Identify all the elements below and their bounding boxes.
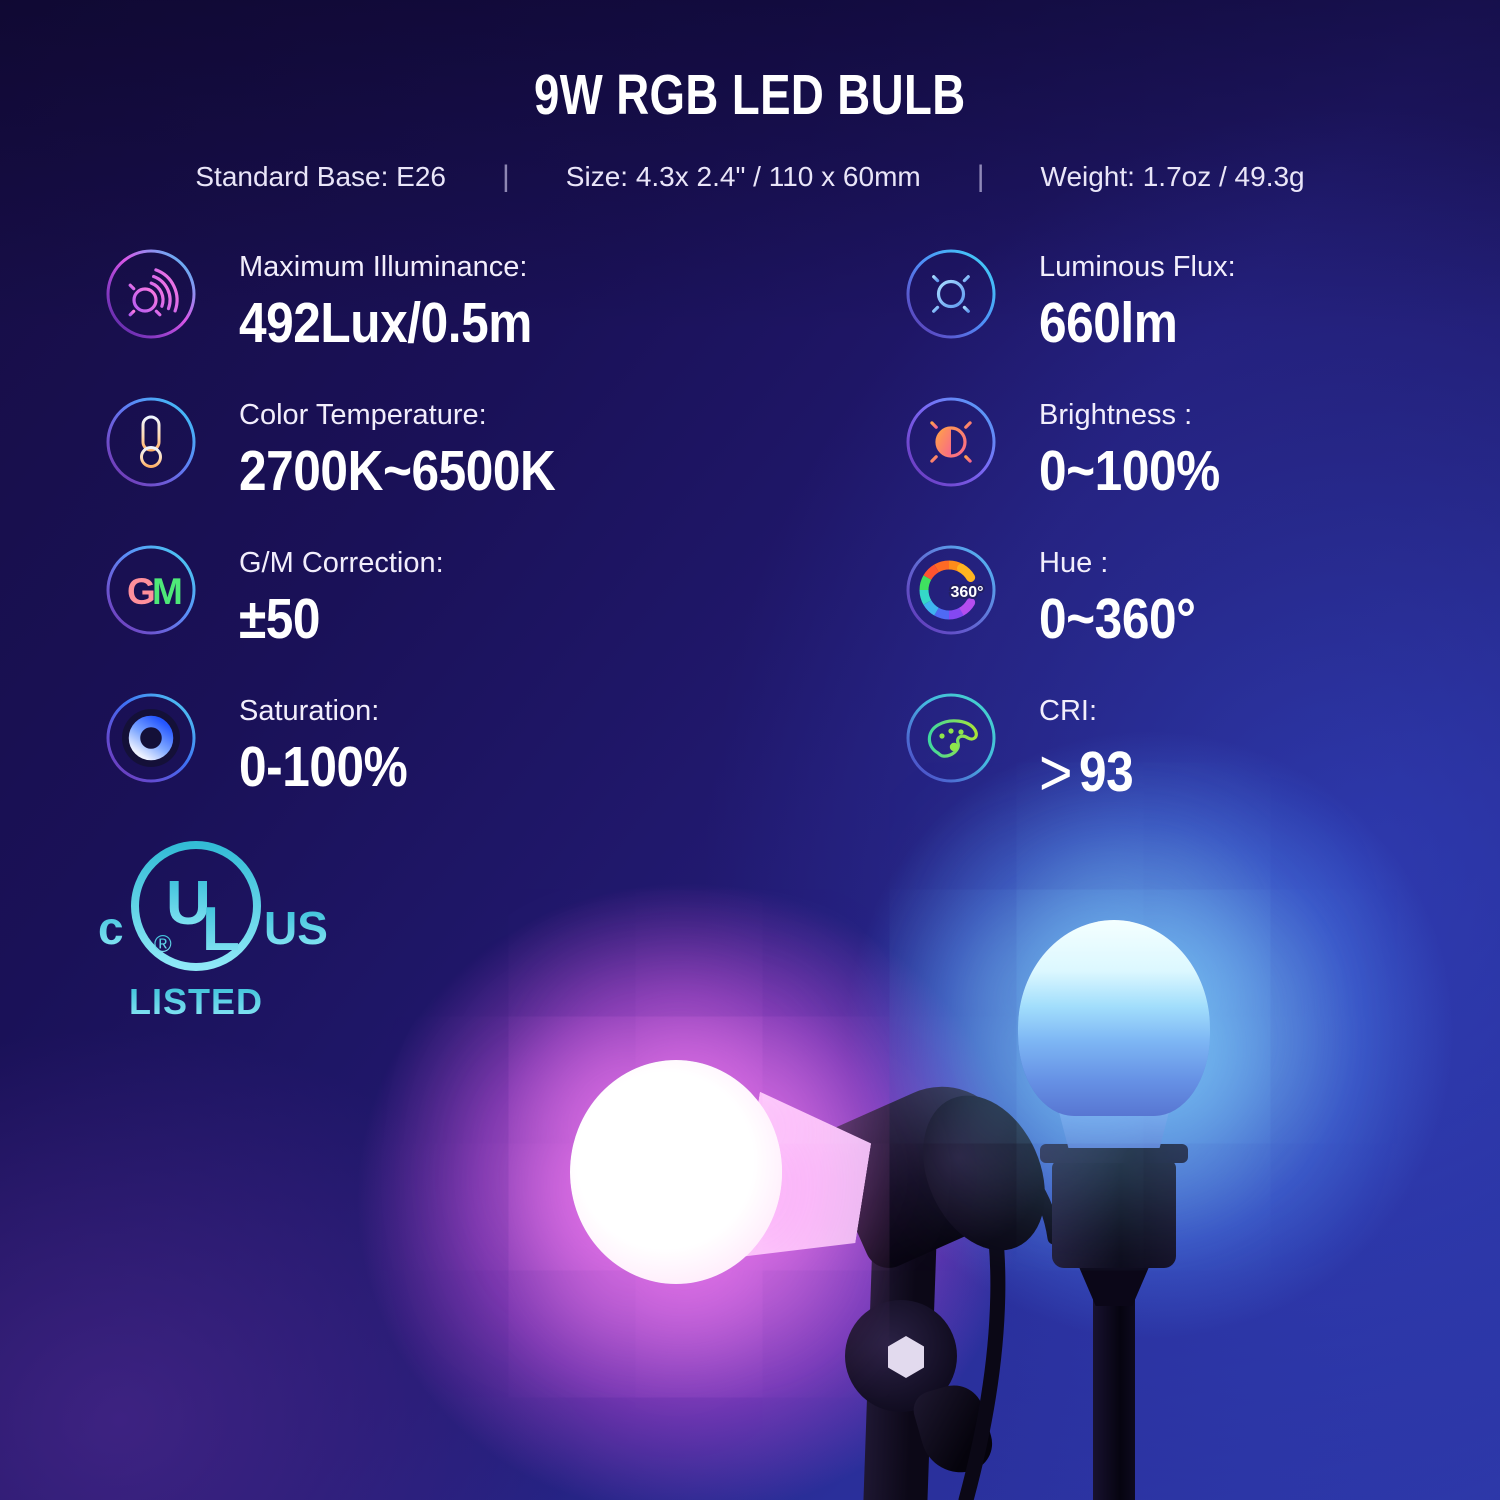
ul-mark-l: L [202, 895, 240, 964]
luminous-flux-sun-icon [906, 249, 996, 339]
spec-grid: Maximum Illuminance: 492Lux/0.5m [105, 248, 1465, 840]
spec-brightness: Brightness : 0~100% [905, 396, 1465, 544]
blue-glowing-bulb [1018, 920, 1210, 1116]
spec-label: Luminous Flux: [1039, 251, 1236, 283]
gm-icon: G M [106, 545, 196, 635]
spec-text: CRI: >93 [1039, 692, 1141, 805]
spec-value: >93 [1039, 734, 1134, 809]
spec-value: 2700K~6500K [239, 438, 556, 503]
svg-text:G: G [127, 571, 156, 612]
spec-color-temperature: Color Temperature: 2700K~6500K [105, 396, 905, 544]
spec-label: Saturation: [239, 695, 380, 727]
greater-than-symbol: > [1039, 734, 1073, 809]
base-spec: Standard Base: E26 [195, 161, 446, 192]
svg-text:360°: 360° [950, 584, 983, 601]
thermometer-icon [106, 397, 196, 487]
illuminance-sun-icon [106, 249, 196, 339]
stand-pole [1093, 1298, 1135, 1500]
page-title: 9W RGB LED BULB [534, 63, 966, 127]
spec-label: CRI: [1039, 695, 1097, 727]
spec-label: Maximum Illuminance: [239, 251, 528, 283]
pink-glowing-bulb [570, 1060, 782, 1284]
ul-listed-badge: U L ® c US LISTED [98, 841, 328, 1022]
ul-listed-text: LISTED [129, 981, 263, 1022]
spec-hue: 360° Hue : 0~360° [905, 544, 1465, 692]
hue-ring-icon: 360° [906, 545, 996, 635]
spec-saturation: Saturation: 0-100% [105, 692, 905, 840]
spec-gm-correction: G M G/M Correction: ±50 [105, 544, 905, 692]
spec-text: Hue : 0~360° [1039, 544, 1219, 648]
spec-maximum-illuminance: Maximum Illuminance: 492Lux/0.5m [105, 248, 905, 396]
spec-label: G/M Correction: [239, 547, 444, 579]
spec-text: Luminous Flux: 660lm [1039, 248, 1236, 352]
spec-summary-row: Standard Base: E26 | Size: 4.3x 2.4" / 1… [0, 160, 1500, 194]
svg-text:M: M [152, 571, 183, 612]
spec-label: Color Temperature: [239, 399, 487, 431]
e26-socket [1052, 1160, 1176, 1268]
brightness-sun-icon [906, 397, 996, 487]
spec-value: 0-100% [239, 734, 408, 799]
spec-label: Hue : [1039, 547, 1109, 579]
spec-value: 492Lux/0.5m [239, 290, 532, 355]
separator: | [502, 160, 510, 193]
palette-icon [906, 693, 996, 783]
hex-bolt [888, 1336, 924, 1378]
weight-spec: Weight: 1.7oz / 49.3g [1040, 161, 1305, 192]
spec-text: G/M Correction: ±50 [239, 544, 444, 648]
spec-cri: CRI: >93 [905, 692, 1465, 840]
ul-suffix-us: US [264, 902, 328, 954]
registered-symbol: ® [154, 931, 172, 958]
ul-mark-u: U [166, 869, 211, 938]
socket-flange [1040, 1144, 1188, 1163]
spec-value: 0~100% [1039, 438, 1220, 503]
spec-text: Saturation: 0-100% [239, 692, 432, 796]
ul-prefix-c: c [98, 902, 124, 954]
separator: | [976, 160, 985, 193]
spec-text: Maximum Illuminance: 492Lux/0.5m [239, 248, 576, 352]
size-spec: Size: 4.3x 2.4" / 110 x 60mm [565, 161, 921, 192]
spec-text: Brightness : 0~100% [1039, 396, 1247, 500]
spec-value: 660lm [1039, 290, 1178, 355]
spec-value: ±50 [239, 586, 321, 651]
spec-label: Brightness : [1039, 399, 1193, 431]
spec-value: 0~360° [1039, 586, 1196, 651]
spec-text: Color Temperature: 2700K~6500K [239, 396, 603, 500]
spec-luminous-flux: Luminous Flux: 660lm [905, 248, 1465, 396]
ul-circle [131, 841, 261, 971]
saturation-donut-icon [106, 693, 196, 783]
